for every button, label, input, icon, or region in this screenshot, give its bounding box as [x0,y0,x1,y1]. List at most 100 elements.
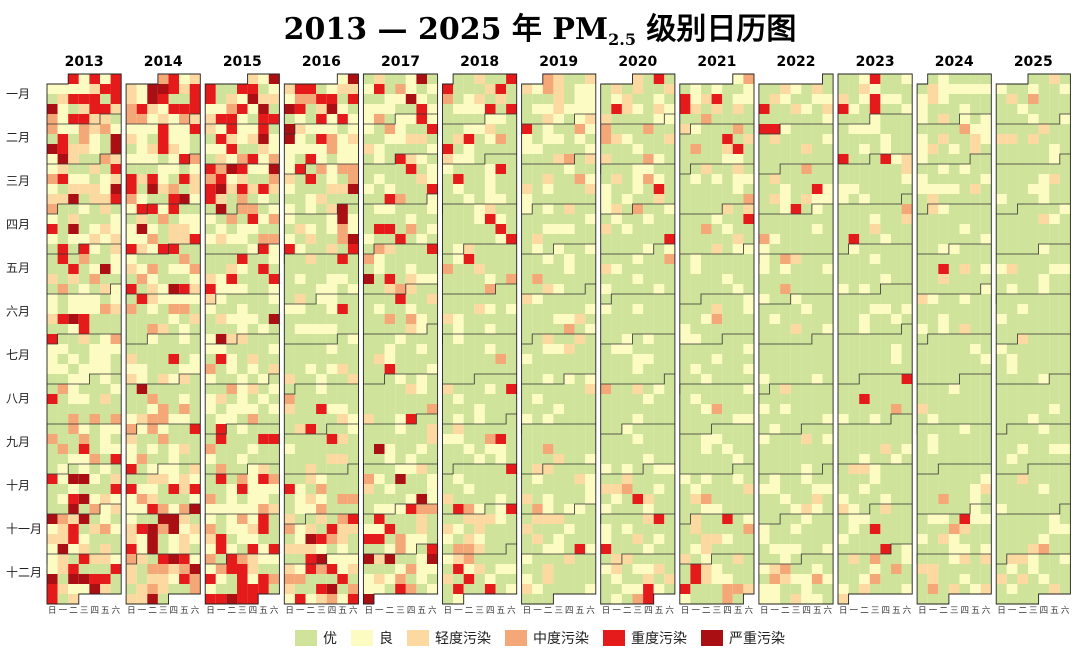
day-cell [801,314,812,324]
day-cell [363,484,374,494]
day-cell [938,384,949,394]
day-cell [1017,354,1028,364]
day-cell [1017,514,1028,524]
day-cell [701,84,712,94]
day-cell [1059,214,1071,224]
day-cell [621,414,633,424]
day-cell [611,514,622,524]
day-cell [57,294,69,304]
day-cell [1028,164,1039,174]
day-cell [484,434,496,444]
day-cell [506,74,517,84]
day-cell [970,104,981,114]
day-cell [205,594,216,604]
day-cell [938,594,949,604]
day-cell [632,344,644,354]
day-cell [542,394,554,404]
day-cell [880,184,891,194]
day-cell [1028,274,1039,284]
day-cell [959,384,971,394]
day-cell [347,174,359,184]
day-cell [78,234,90,244]
day-cell [453,124,464,134]
day-cell [427,374,438,384]
day-cell [743,184,754,194]
day-cell [948,344,960,354]
day-cell [284,284,295,294]
day-cell [574,214,586,224]
day-cell [268,224,280,234]
day-cell [970,384,981,394]
day-cell [653,94,665,104]
day-cell [611,444,622,454]
day-cell [384,414,396,424]
day-cell [226,214,237,224]
day-cell [495,534,507,544]
day-cell [136,354,148,364]
day-cell [801,464,812,474]
day-cell [453,274,464,284]
day-cell [948,94,960,104]
day-cell [970,234,981,244]
day-cell [316,164,327,174]
day-cell [611,194,622,204]
day-cell [495,564,507,574]
day-cell [732,134,744,144]
day-cell [1059,94,1071,104]
day-cell [859,244,870,254]
legend-swatch [351,630,373,646]
day-cell [226,454,237,464]
day-cell [780,284,791,294]
day-cell [600,104,612,114]
day-cell [215,164,227,174]
day-cell [811,394,823,404]
day-cell [147,284,158,294]
day-cell [927,474,939,484]
day-cell [869,574,881,584]
day-cell [168,314,180,324]
day-cell [205,474,216,484]
day-cell [690,264,701,274]
year-outline [995,73,1071,605]
day-cell [347,514,359,524]
day-cell [337,174,348,184]
day-cell [553,304,564,314]
day-cell [822,344,834,354]
day-cell [1028,424,1039,434]
day-cell [621,404,633,414]
day-cell [294,294,306,304]
day-cell [917,544,928,554]
day-cell [585,214,596,224]
day-cell [859,444,870,454]
day-cell [632,244,644,254]
day-cell [732,584,744,594]
day-cell [337,294,348,304]
day-cell [1049,184,1060,194]
day-cell [68,244,79,254]
day-cell [1038,164,1050,174]
day-cell [347,194,359,204]
day-cell [901,94,913,104]
day-cell [147,534,158,544]
day-cell [838,234,849,244]
day-cell [374,474,385,484]
day-cell [643,394,654,404]
day-cell [701,244,712,254]
day-cell [927,584,939,594]
day-cell [237,294,248,304]
day-cell [100,364,111,374]
day-cell [68,474,79,484]
day-cell [68,124,79,134]
day-cell [147,254,158,264]
day-cell [226,324,237,334]
day-cell [980,114,992,124]
day-cell [600,594,612,604]
day-cell [215,484,227,494]
day-cell [57,464,69,474]
day-cell [859,134,870,144]
day-cell [89,164,100,174]
day-cell [859,344,870,354]
day-cell [848,184,860,194]
day-cell [157,74,169,84]
day-cell [938,74,949,84]
